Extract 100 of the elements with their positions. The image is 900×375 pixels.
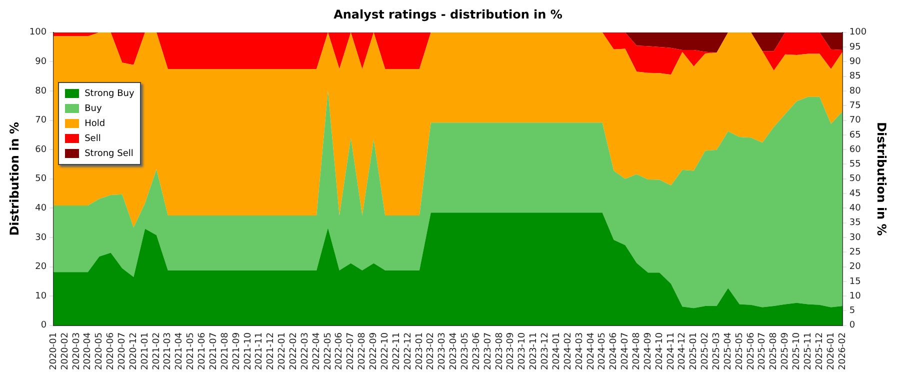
y2-tick-label: 100: [849, 28, 867, 38]
x-tick-label: 2022-10: [380, 332, 390, 370]
x-tick-label: 2022-02: [289, 332, 300, 370]
x-tick-label: 2023-05: [460, 332, 470, 370]
x-tick-label: 2026-02: [838, 332, 848, 370]
y-tick-label: 50: [35, 174, 47, 184]
x-tick-label: 2022-05: [323, 332, 334, 370]
x-tick-label: 2024-09: [643, 332, 654, 370]
x-tick-label: 2024-06: [609, 332, 620, 370]
y-tick-label: 80: [35, 86, 47, 96]
x-tick-label: 2021-11: [254, 332, 265, 370]
x-tick-label: 2022-08: [358, 332, 368, 370]
x-tick-label: 2023-09: [506, 332, 516, 370]
x-tick-label: 2025-01: [689, 332, 700, 370]
y2-tick-label: 40: [849, 204, 862, 214]
x-tick-label: 2022-01: [278, 332, 288, 370]
x-tick-label: 2024-12: [678, 332, 688, 370]
series-label: Sell: [84, 134, 101, 144]
y2-tick-label: 30: [849, 232, 862, 243]
x-tick-label: 2025-11: [803, 332, 814, 370]
y2-tick-label: 5: [849, 306, 856, 316]
x-tick-label: 2025-10: [792, 332, 802, 370]
x-tick-label: 2021-06: [198, 332, 208, 370]
x-tick-label: 2022-12: [403, 332, 414, 370]
x-tick-label: 2020-07: [118, 332, 128, 370]
y2-tick-label: 55: [849, 160, 861, 170]
y2-tick-label: 10: [849, 291, 862, 302]
x-tick-label: 2024-08: [632, 332, 642, 370]
x-tick-label: 2022-06: [334, 332, 345, 370]
y2-axis-title: Distribution in %: [874, 122, 889, 236]
x-tick-label: 2023-12: [540, 332, 551, 370]
series-label: Hold: [84, 118, 106, 129]
y2-tick-label: 80: [849, 86, 862, 96]
x-tick-label: 2021-03: [163, 332, 174, 370]
x-tick-label: 2022-07: [346, 332, 356, 370]
x-tick-label: 2023-04: [449, 332, 460, 370]
x-tick-label: 2023-11: [529, 332, 540, 370]
chart-title: Analyst ratings - distribution in %: [334, 7, 562, 22]
x-tick-label: 2024-04: [586, 332, 596, 370]
y2-tick-label: 20: [849, 262, 862, 272]
x-tick-label: 2025-12: [814, 332, 825, 370]
y-tick-label: 70: [35, 116, 47, 126]
x-tick-label: 2022-04: [312, 332, 322, 370]
x-tick-label: 2022-03: [300, 332, 310, 370]
x-tick-label: 2023-10: [518, 332, 528, 370]
x-tick-label: 2023-08: [494, 332, 505, 370]
x-tick-label: 2022-11: [392, 332, 402, 370]
x-tick-label: 2021-04: [174, 332, 185, 370]
x-tick-label: 2020-02: [60, 332, 70, 370]
y2-tick-label: 15: [849, 276, 861, 287]
legend-label: Buy: [84, 104, 102, 114]
legend-label: Strong Buy: [84, 88, 134, 99]
x-tick-label: 2020-05: [94, 332, 105, 370]
x-tick-label: 2020-12: [128, 332, 139, 370]
x-tick-label: 2021-12: [266, 332, 276, 370]
x-tick-label: 2025-08: [769, 332, 780, 370]
x-tick-label: 2024-03: [574, 332, 585, 370]
x-tick-label: 2025-05: [734, 332, 745, 370]
x-tick-label: 2021-08: [220, 332, 230, 370]
x-tick-label: 2020-03: [72, 332, 82, 370]
y-tick-label: 90: [35, 57, 47, 68]
x-tick-label: 2023-07: [483, 332, 494, 370]
x-tick-label: 2023-01: [414, 332, 425, 370]
y-tick-label: 100: [29, 28, 47, 38]
y2-tick-label: 45: [849, 188, 861, 199]
y-tick-label: 60: [35, 144, 47, 155]
x-tick-label: 2025-09: [780, 332, 791, 370]
x-tick-label: 2026-01: [826, 332, 836, 370]
x-tick-label: 2025-07: [758, 332, 768, 370]
y2-tick-label: 65: [849, 130, 861, 140]
x-tick-label: 2023-03: [438, 332, 448, 370]
x-tick-label: 2021-10: [243, 332, 254, 370]
x-tick-label: 2025-03: [712, 332, 722, 370]
x-tick-label: 2024-02: [563, 332, 574, 370]
x-tick-label: 2020-04: [83, 332, 94, 370]
y2-tick-label: 50: [849, 174, 862, 184]
x-tick-label: 2023-06: [472, 332, 482, 370]
y-tick-label: 40: [35, 204, 47, 214]
x-tick-label: 2021-09: [232, 332, 242, 370]
y2-tick-label: 60: [849, 144, 862, 155]
x-tick-label: 2021-02: [152, 332, 162, 370]
y2-tick-label: 85: [849, 72, 861, 82]
x-tick-label: 2024-05: [598, 332, 608, 370]
x-tick-label: 2021-07: [208, 332, 219, 370]
y2-tick-label: 90: [849, 57, 862, 68]
y2-tick-label: 95: [849, 42, 861, 52]
x-tick-label: 2021-01: [140, 332, 150, 370]
y2-tick-label: 0: [849, 320, 856, 331]
x-tick-label: 2024-01: [552, 332, 562, 370]
x-tick-label: 2024-10: [654, 332, 665, 370]
x-tick-label: 2025-02: [700, 332, 711, 370]
y2-tick-label: 35: [849, 218, 861, 228]
x-tick-label: 2022-09: [369, 332, 380, 370]
y2-tick-label: 25: [849, 247, 861, 258]
x-tick-label: 2021-05: [186, 332, 196, 370]
y-axis-title: Distribution in %: [7, 122, 22, 236]
x-tick-label: 2025-04: [723, 332, 734, 370]
y-tick-label: 10: [35, 291, 47, 302]
x-tick-label: 2024-07: [620, 332, 631, 370]
x-tick-label: 2024-11: [666, 332, 676, 370]
